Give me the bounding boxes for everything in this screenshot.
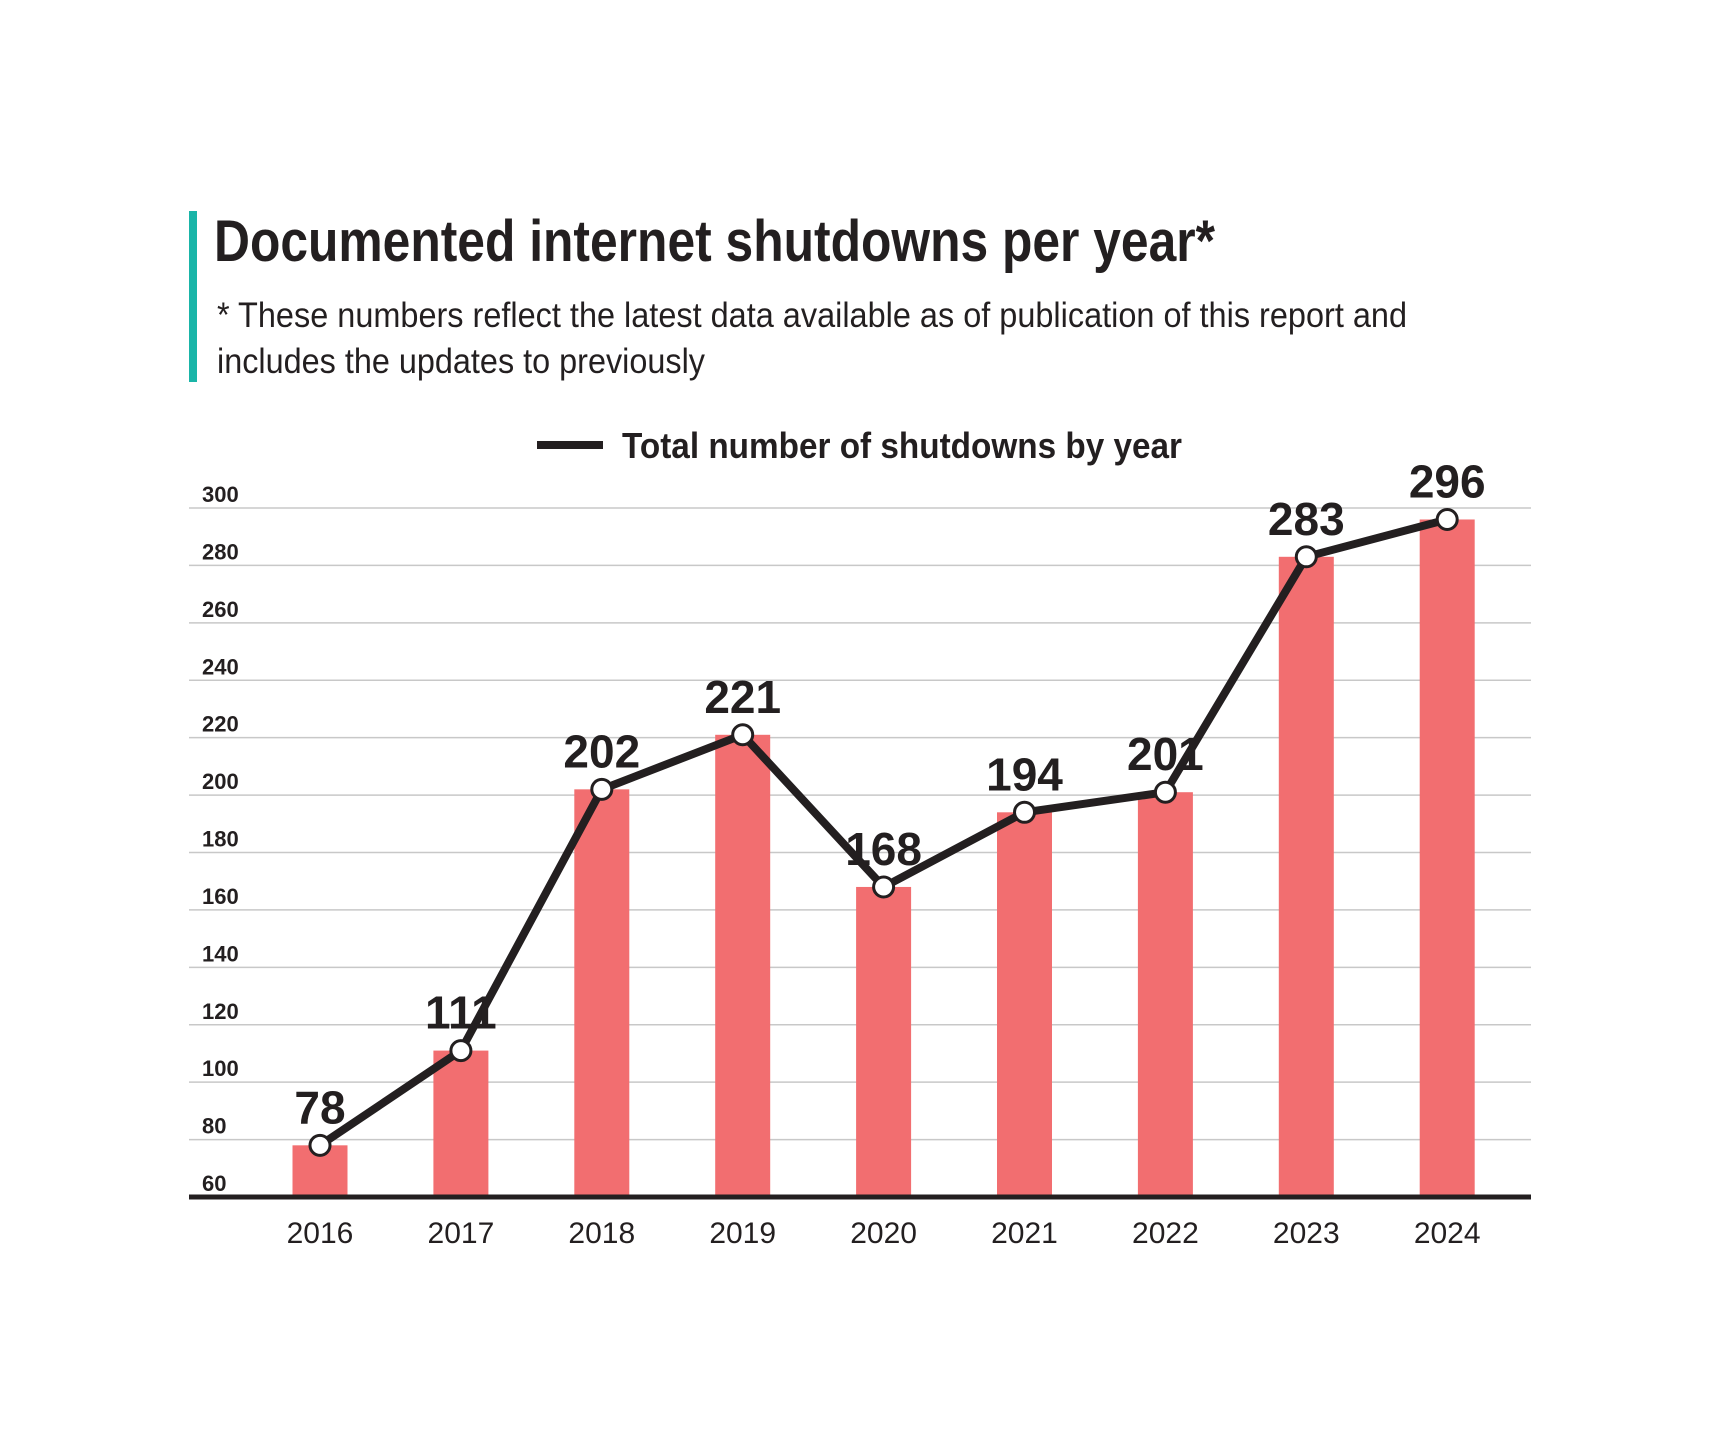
title-accent-bar (189, 211, 197, 382)
data-label-2018: 202 (563, 725, 640, 777)
line-points (308, 507, 1459, 1157)
point-2016 (308, 1133, 332, 1157)
chart-subtitle-line-1: * These numbers reflect the latest data … (217, 296, 1407, 335)
y-tick-label: 180 (202, 827, 239, 852)
y-tick-label: 120 (202, 999, 239, 1024)
x-tick-label: 2024 (1414, 1217, 1481, 1250)
x-tick-label: 2017 (428, 1217, 495, 1250)
data-label-2021: 194 (986, 748, 1063, 800)
x-tick-label: 2018 (568, 1217, 635, 1250)
y-tick-label: 280 (202, 539, 239, 564)
bar-2023 (1278, 556, 1334, 1197)
bar-2022 (1137, 792, 1193, 1197)
x-tick-label: 2016 (287, 1217, 354, 1250)
y-tick-label: 60 (202, 1171, 226, 1196)
y-tick-label: 140 (202, 941, 239, 966)
bar-2024 (1419, 519, 1475, 1197)
data-label-2023: 283 (1268, 493, 1345, 545)
point-2021 (1013, 800, 1036, 824)
data-label-2017: 111 (425, 987, 497, 1039)
bar-2018 (574, 789, 630, 1197)
legend-line-swatch (537, 441, 603, 449)
y-tick-label: 240 (202, 654, 239, 679)
data-label-2022: 201 (1127, 728, 1204, 780)
x-tick-label: 2021 (991, 1217, 1058, 1250)
data-label-2020: 168 (845, 823, 922, 875)
y-tick-label: 300 (202, 482, 239, 507)
bars (292, 519, 1475, 1197)
y-tick-label: 260 (202, 597, 239, 622)
bar-2021 (997, 812, 1052, 1197)
bar-2017 (433, 1050, 489, 1197)
point-2019 (731, 723, 755, 747)
y-axis-ticks: 60 80 100 120 140 160 180 200 220 240 260 280 300 (202, 482, 239, 1196)
chart-subtitle-line-2: includes the updates to previously (217, 342, 705, 381)
point-2017 (449, 1039, 473, 1063)
point-2020 (872, 875, 896, 899)
point-2018 (590, 777, 614, 801)
x-tick-label: 2019 (709, 1217, 776, 1250)
y-tick-label: 220 (202, 712, 239, 737)
x-tick-label: 2020 (850, 1217, 917, 1250)
y-tick-label: 80 (202, 1114, 226, 1139)
x-tick-label: 2022 (1132, 1217, 1199, 1250)
data-labels: 78 111 202 221 168 194 201 283 296 (294, 455, 1485, 1133)
point-2022 (1153, 780, 1177, 804)
data-label-2019: 221 (704, 671, 781, 723)
legend-label: Total number of shutdowns by year (622, 425, 1182, 466)
y-tick-label: 200 (202, 769, 239, 794)
bar-2020 (856, 886, 912, 1197)
legend: Total number of shutdowns by year (537, 425, 1182, 466)
x-tick-label: 2023 (1273, 1217, 1340, 1250)
data-label-2024: 296 (1409, 455, 1486, 507)
y-tick-label: 160 (202, 884, 239, 909)
chart-title: Documented internet shutdowns per year* (214, 209, 1215, 274)
x-axis-ticks: 2016 2017 2018 2019 2020 2021 2022 2023 2024 (287, 1217, 1481, 1250)
y-tick-label: 100 (202, 1056, 239, 1081)
bar-2019 (715, 734, 771, 1197)
data-label-2016: 78 (294, 1081, 345, 1133)
point-2024 (1435, 507, 1459, 531)
point-2023 (1294, 545, 1318, 569)
